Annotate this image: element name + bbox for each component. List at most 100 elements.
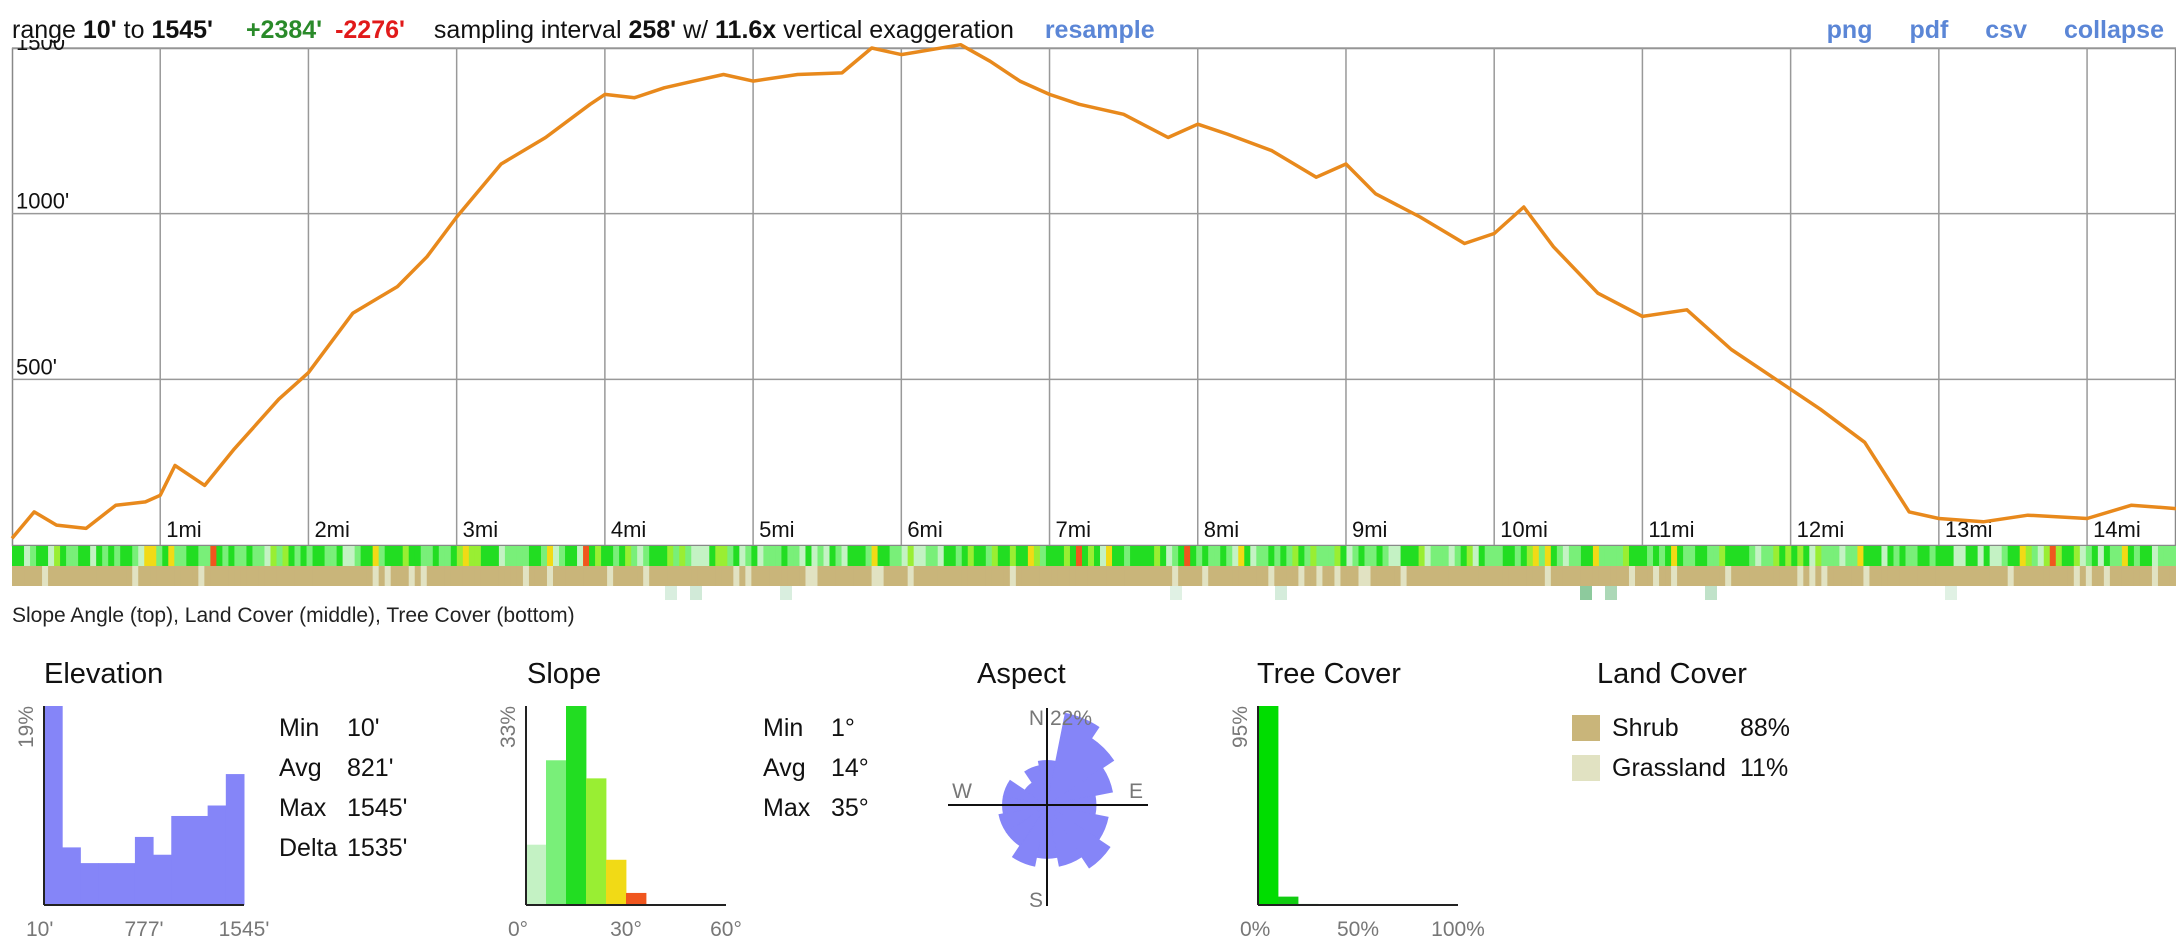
slope-strip-cell <box>1412 546 1420 566</box>
land-strip-cell <box>414 566 422 586</box>
slope-strip-cell <box>1767 546 1774 566</box>
elev-min-label: Min <box>279 714 320 742</box>
land-strip-cell <box>559 566 566 586</box>
land-strip-cell <box>1148 566 1155 586</box>
slope-strip-cell <box>2043 546 2051 566</box>
land-strip-cell <box>1466 566 1474 586</box>
land-strip-cell <box>2103 566 2111 586</box>
shrub-percent: 88% <box>1740 714 1791 742</box>
land-strip-cell <box>1526 566 1534 586</box>
land-strip-cell <box>1358 566 1366 586</box>
slope-strip-cell <box>192 546 199 566</box>
slope-title: Slope <box>527 658 602 690</box>
slope-strip-cell <box>1220 546 1227 566</box>
png-link[interactable]: png <box>1826 16 1873 44</box>
slope-strip-cell <box>1178 546 1185 566</box>
land-strip-cell <box>853 566 861 586</box>
aspect-wedge <box>1046 804 1111 869</box>
slope-strip-cell <box>811 546 819 566</box>
shrub-label: Shrub <box>1612 714 1679 742</box>
land-strip-cell <box>1863 566 1871 586</box>
land-strip-cell <box>1334 566 1342 586</box>
slope-strip-cell <box>1256 546 1263 566</box>
land-strip-cell <box>2067 566 2075 586</box>
land-strip-cell <box>534 566 542 586</box>
land-strip-cell <box>757 566 764 586</box>
slope-strip-cell <box>919 546 927 566</box>
slope-strip-cell <box>1689 546 1696 566</box>
hist-max-label: 33% <box>497 706 520 748</box>
slope-strip-cell <box>769 546 777 566</box>
land-strip-cell <box>1604 566 1612 586</box>
slope-strip-cell <box>1610 546 1618 566</box>
slope-strip-cell <box>2073 546 2081 566</box>
slope-strip-cell <box>1544 546 1552 566</box>
land-strip-cell <box>733 566 740 586</box>
land-strip-cell <box>1027 566 1035 586</box>
slope-strip-cell <box>613 546 620 566</box>
slope-strip-cell <box>589 546 596 566</box>
land-strip-cell <box>72 566 79 586</box>
land-strip-cell <box>1899 566 1907 586</box>
slope-strip-cell <box>282 546 290 566</box>
slope-strip-cell <box>775 546 783 566</box>
slope-strip-cell <box>462 546 470 566</box>
pdf-link[interactable]: pdf <box>1909 16 1949 44</box>
collapse-link[interactable]: collapse <box>2063 16 2164 44</box>
slope-strip-cell <box>396 546 404 566</box>
slope-strip-cell <box>1376 546 1384 566</box>
land-strip-cell <box>2085 566 2093 586</box>
slope-strip-cell <box>925 546 933 566</box>
slope-strip-cell <box>1887 546 1895 566</box>
land-strip-cell <box>1015 566 1023 586</box>
slope-strip-cell <box>703 546 710 566</box>
land-strip-cell <box>1755 566 1762 586</box>
elevation-bar <box>98 863 118 905</box>
land-strip-cell <box>667 566 674 586</box>
aspect-wedge <box>1011 804 1048 867</box>
hist-bar <box>626 892 647 905</box>
slope-strip-cell <box>1202 546 1209 566</box>
land-strip-cell <box>961 566 969 586</box>
tree-strip-cell <box>690 586 702 600</box>
slope-strip-cell <box>781 546 789 566</box>
elevation-title: Elevation <box>44 658 164 690</box>
land-strip-cell <box>2037 566 2045 586</box>
slope-strip-cell <box>1821 546 1828 566</box>
land-strip-cell <box>1544 566 1552 586</box>
slope-strip-cell <box>2013 546 2021 566</box>
profile-labels: 500' 1000' 1500' 1mi 2mi 3mi 4mi 5mi 6mi 7mi 8mi 9m… <box>16 40 2141 542</box>
land-strip-cell <box>1352 566 1360 586</box>
slope-strip-cell <box>1905 546 1913 566</box>
land-strip-cell <box>126 566 133 586</box>
land-strip-cell <box>396 566 404 586</box>
land-strip-cell <box>1653 566 1660 586</box>
land-strip-cell <box>709 566 716 586</box>
land-strip-cell <box>1256 566 1263 586</box>
elevation-bar <box>80 863 100 905</box>
slope-strip-cell <box>793 546 801 566</box>
land-strip-cell <box>384 566 392 586</box>
slope-strip-cell <box>1568 546 1576 566</box>
land-strip-cell <box>2031 566 2039 586</box>
land-strip-cell <box>1977 566 1985 586</box>
slope-strip-cell <box>234 546 242 566</box>
slope-strip-cell <box>2067 546 2075 566</box>
slope-strip-cell <box>1737 546 1744 566</box>
resample-link[interactable]: resample <box>1044 16 1155 44</box>
land-strip-cell <box>1454 566 1462 586</box>
slope-strip-cell <box>1532 546 1540 566</box>
land-strip-cell <box>2121 566 2129 586</box>
slope-strip-cell <box>1628 546 1636 566</box>
land-strip-cell <box>577 566 584 586</box>
slope-strip-cell <box>2079 546 2087 566</box>
land-strip-cell <box>1887 566 1895 586</box>
slope-strip-cell <box>480 546 488 566</box>
csv-link[interactable]: csv <box>1985 16 2027 44</box>
elevation-profile-chart[interactable]: 500' 1000' 1500' 1mi 2mi 3mi 4mi 5mi 6mi 7mi 8mi 9m… <box>0 40 2176 600</box>
land-strip-cell <box>330 566 338 586</box>
slope-strip-cell <box>2097 546 2105 566</box>
land-strip-cell <box>2019 566 2027 586</box>
land-strip-cell <box>1376 566 1384 586</box>
slope-strip-cell <box>1869 546 1877 566</box>
